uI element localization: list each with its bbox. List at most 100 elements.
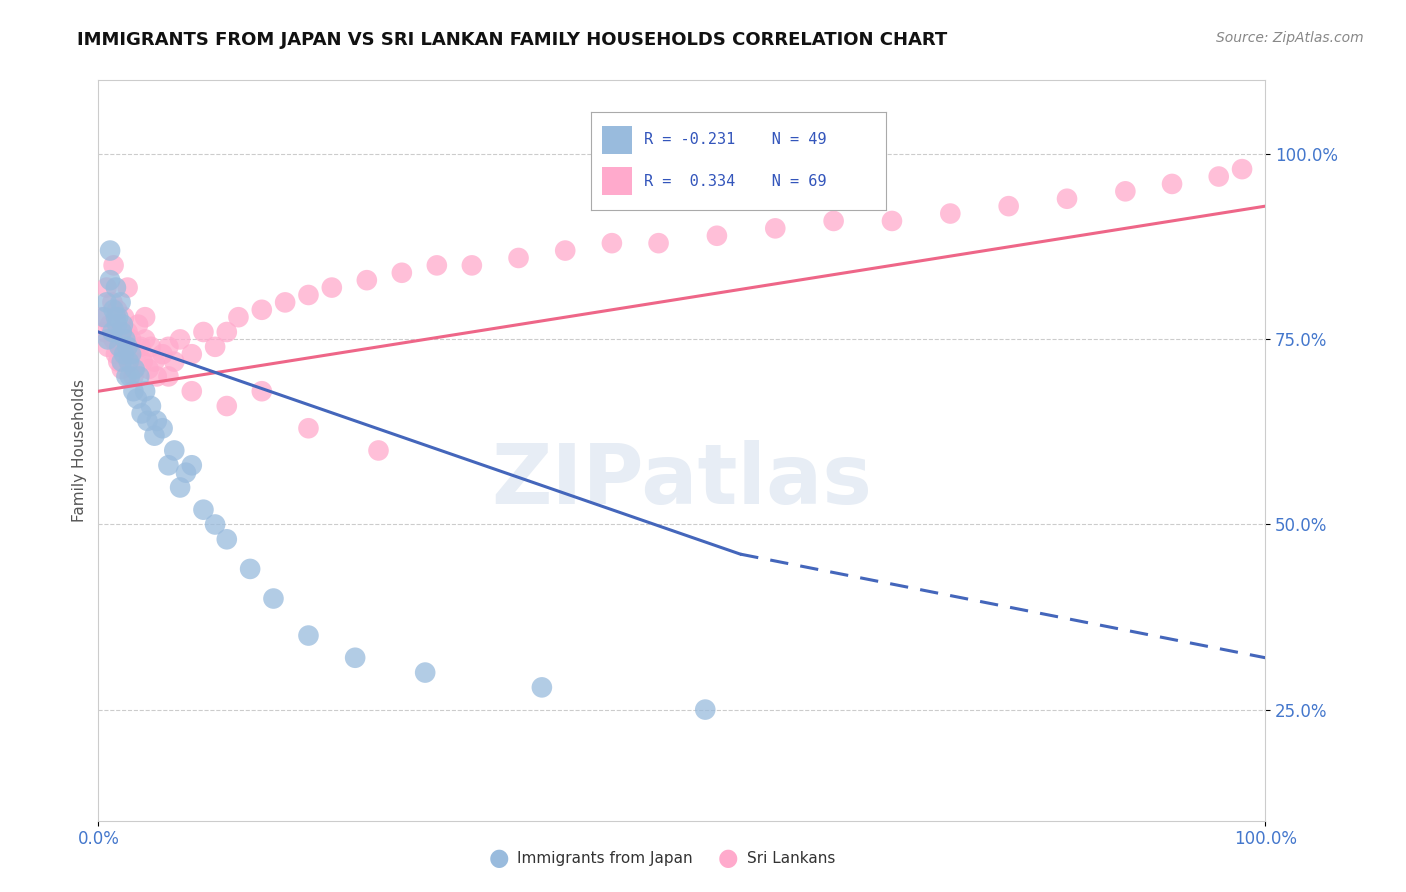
- Point: [96, 295, 118, 310]
- Point: [117, 340, 139, 354]
- Text: ●: ●: [718, 847, 738, 870]
- Point: [391, 266, 413, 280]
- Bar: [602, 126, 631, 153]
- Point: [108, 325, 131, 339]
- Point: [114, 347, 136, 361]
- Point: [163, 443, 186, 458]
- Point: [104, 347, 127, 361]
- Text: ZIPatlas: ZIPatlas: [492, 440, 872, 521]
- Point: [763, 221, 786, 235]
- Point: [706, 228, 728, 243]
- Point: [169, 480, 191, 494]
- Point: [118, 354, 141, 368]
- Point: [93, 310, 115, 325]
- Point: [139, 340, 162, 354]
- Point: [321, 280, 343, 294]
- Point: [193, 502, 215, 516]
- Point: [228, 310, 250, 325]
- Point: [131, 407, 153, 421]
- Point: [1208, 169, 1230, 184]
- Point: [169, 333, 191, 347]
- Point: [122, 384, 145, 399]
- Point: [1230, 162, 1253, 177]
- Point: [93, 325, 115, 339]
- Point: [120, 347, 142, 361]
- Point: [134, 384, 156, 399]
- Point: [297, 288, 319, 302]
- Point: [111, 325, 134, 339]
- Text: Immigrants from Japan: Immigrants from Japan: [517, 851, 693, 865]
- Point: [120, 333, 142, 347]
- Point: [104, 280, 127, 294]
- Point: [134, 333, 156, 347]
- Point: [880, 214, 903, 228]
- Point: [143, 428, 166, 442]
- Point: [98, 318, 121, 332]
- Point: [103, 302, 125, 317]
- Point: [426, 259, 449, 273]
- Point: [104, 310, 127, 325]
- Point: [115, 369, 138, 384]
- Point: [108, 340, 131, 354]
- Point: [413, 665, 436, 680]
- Point: [112, 347, 135, 361]
- Text: Source: ZipAtlas.com: Source: ZipAtlas.com: [1216, 31, 1364, 45]
- Point: [110, 340, 132, 354]
- Point: [143, 354, 166, 368]
- Point: [600, 236, 623, 251]
- Point: [129, 340, 152, 354]
- Point: [97, 333, 120, 347]
- Y-axis label: Family Households: Family Households: [72, 379, 87, 522]
- Point: [508, 251, 530, 265]
- Point: [297, 629, 319, 643]
- Point: [174, 466, 197, 480]
- Point: [111, 318, 134, 332]
- Text: ●: ●: [489, 847, 509, 870]
- Point: [461, 259, 484, 273]
- Point: [215, 399, 238, 413]
- Point: [554, 244, 576, 258]
- Point: [146, 369, 169, 384]
- Point: [136, 414, 159, 428]
- Point: [138, 362, 160, 376]
- Point: [215, 533, 238, 547]
- Point: [297, 421, 319, 435]
- Point: [98, 273, 121, 287]
- Point: [125, 392, 148, 406]
- Point: [111, 354, 134, 368]
- Point: [695, 703, 717, 717]
- Point: [118, 369, 141, 384]
- Point: [134, 310, 156, 325]
- Text: R = -0.231    N = 49: R = -0.231 N = 49: [644, 132, 827, 147]
- Point: [96, 280, 118, 294]
- Point: [98, 244, 121, 258]
- Point: [204, 517, 226, 532]
- Point: [530, 681, 553, 695]
- Point: [367, 443, 389, 458]
- Point: [939, 206, 962, 220]
- Point: [163, 354, 186, 368]
- Point: [122, 369, 145, 384]
- Point: [105, 302, 128, 317]
- Point: [101, 325, 124, 339]
- Point: [997, 199, 1019, 213]
- Point: [250, 384, 273, 399]
- Point: [107, 310, 129, 325]
- Point: [250, 302, 273, 317]
- Point: [117, 325, 139, 339]
- Point: [107, 354, 129, 368]
- Point: [647, 236, 669, 251]
- Point: [105, 318, 128, 332]
- Point: [114, 333, 136, 347]
- Point: [111, 362, 134, 376]
- Point: [823, 214, 845, 228]
- Text: R =  0.334    N = 69: R = 0.334 N = 69: [644, 174, 827, 189]
- Point: [1114, 185, 1136, 199]
- Point: [125, 347, 148, 361]
- Text: Sri Lankans: Sri Lankans: [747, 851, 835, 865]
- Point: [152, 421, 174, 435]
- Point: [344, 650, 367, 665]
- Point: [204, 340, 226, 354]
- Point: [127, 318, 149, 332]
- Point: [157, 458, 180, 473]
